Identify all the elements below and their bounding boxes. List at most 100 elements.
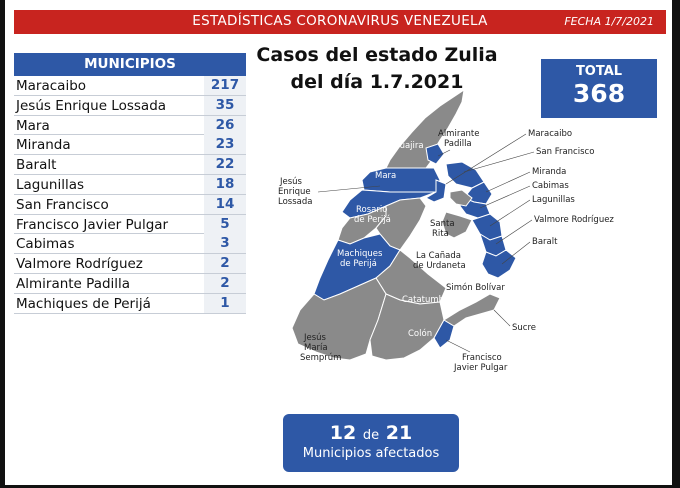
right-edge	[672, 0, 680, 488]
region-almirante-padilla	[425, 143, 445, 165]
value-cell	[204, 254, 246, 274]
afectados-label: Municipios afectados	[302, 446, 440, 461]
municipio-name: Lagunillas	[16, 176, 85, 193]
label-san-francisco: San Francisco	[536, 147, 594, 157]
label-santa-rita-1: Santa	[430, 219, 455, 229]
total-value: 368	[572, 79, 626, 108]
afectados-de: de	[362, 428, 380, 443]
label-jel-2: Enrique	[278, 187, 311, 197]
label-colon: Colón	[408, 328, 432, 339]
table-row: Mara 26	[14, 115, 246, 136]
leader-baralt	[501, 241, 531, 265]
municipio-name: Mara	[16, 117, 50, 134]
municipio-name: Valmore Rodríguez	[16, 256, 143, 273]
municipio-name: Francisco Javier Pulgar	[16, 216, 169, 233]
municipio-name: Miranda	[16, 137, 71, 154]
table-row: Baralt 22	[14, 155, 246, 175]
region-san-francisco	[445, 161, 485, 189]
leader-valmore	[495, 219, 533, 245]
table-row: Machiques de Perijá 1	[14, 293, 246, 314]
label-simon-bolivar: Simón Bolívar	[446, 282, 505, 293]
label-almirante-2: Padilla	[444, 139, 472, 149]
leader-fjp	[445, 339, 471, 353]
afectados-box: 12 de 21 Municipios afectados	[283, 414, 459, 472]
label-jel-1: Jesús	[279, 177, 303, 187]
leader-almirante	[437, 149, 451, 157]
header-bar: ESTADÍSTICAS CORONAVIRUS VENEZUELA FECHA…	[14, 10, 666, 34]
value-cell	[204, 174, 246, 194]
label-machiques-2: de Perijá	[340, 259, 377, 269]
bottom-edge	[0, 485, 680, 488]
map-title-line1: Casos del estado Zulia	[256, 44, 498, 66]
label-catatumbo: Catatumbo	[402, 295, 449, 305]
region-sucre	[443, 293, 501, 327]
table-row: Miranda 23	[14, 135, 246, 156]
region-baralt	[481, 249, 517, 279]
afectados-total: 21	[385, 422, 413, 444]
leader-sucre	[493, 309, 511, 327]
map-title: Casos del estado Zulia del día 1.7.2021	[252, 42, 502, 96]
table-rows: Maracaibo 217 Jesús Enrique Lossada 35 Mara 2…	[14, 76, 246, 314]
municipio-cases: 14	[215, 195, 235, 212]
leader-miranda	[485, 171, 531, 193]
leader-maracaibo	[445, 133, 527, 185]
region-colon	[369, 293, 445, 361]
municipios-table: MUNICIPIOS Maracaibo 217 Jesús Enrique Los…	[14, 53, 246, 314]
municipio-cases: 217	[210, 77, 240, 93]
label-valmore: Valmore Rodríguez	[534, 215, 614, 225]
municipio-name: Maracaibo	[16, 78, 87, 94]
label-jms-2: María	[304, 343, 328, 353]
zulia-map: Guajira Mara Rosario de Perijá Machiques…	[278, 88, 614, 373]
value-cell	[204, 155, 246, 175]
value-cell	[204, 273, 246, 293]
municipio-name: Machiques de Perijá	[16, 295, 151, 312]
label-santa-rita-2: Rita	[432, 229, 449, 239]
label-fjp-1: Francisco	[462, 353, 502, 363]
label-cabimas: Cabimas	[532, 181, 569, 191]
label-jel-3: Lossada	[278, 197, 312, 207]
label-mara: Mara	[375, 171, 396, 181]
municipio-name: Baralt	[16, 157, 57, 174]
afectados-number: 12	[329, 422, 357, 444]
label-maracaibo: Maracaibo	[528, 129, 572, 139]
municipio-cases: 2	[220, 274, 230, 291]
leader-san-francisco	[463, 151, 535, 173]
label-rosario-2: de Perijá	[354, 215, 391, 225]
leader-cabimas	[479, 185, 531, 209]
municipio-cases: 26	[215, 116, 235, 133]
label-lagunillas: Lagunillas	[532, 195, 575, 205]
region-east-grey	[449, 189, 473, 207]
table-row: Lagunillas 18	[14, 174, 246, 195]
municipio-cases: 23	[215, 136, 235, 153]
value-cell	[204, 293, 246, 313]
table-row: San Francisco 14	[14, 194, 246, 215]
table-row: Jesús Enrique Lossada 35	[14, 95, 246, 116]
leader-lagunillas	[489, 199, 531, 227]
municipio-name: Almirante Padilla	[16, 275, 131, 292]
municipio-name: Cabimas	[16, 236, 75, 253]
leader-jel	[317, 185, 381, 193]
table-row: Cabimas 3	[14, 234, 246, 255]
table-row: Maracaibo 217	[14, 76, 246, 96]
label-almirante-1: Almirante	[438, 129, 479, 139]
value-cell	[204, 95, 246, 115]
region-simon-bolivar	[441, 211, 473, 239]
left-edge	[0, 0, 5, 488]
value-cell	[204, 194, 246, 214]
total-box: TOTAL 368	[541, 59, 657, 118]
region-jesus-maria-semprum	[291, 277, 387, 361]
value-cell	[204, 135, 246, 155]
header-title: ESTADÍSTICAS CORONAVIRUS VENEZUELA	[192, 13, 488, 29]
table-header: MUNICIPIOS	[14, 53, 246, 76]
table-row: Francisco Javier Pulgar 5	[14, 214, 246, 235]
municipio-cases: 5	[220, 215, 230, 232]
municipio-cases: 18	[215, 175, 235, 192]
afectados-count: 12 de 21	[283, 422, 459, 444]
region-mara	[361, 167, 441, 193]
municipio-name: Jesús Enrique Lossada	[16, 97, 167, 114]
table-row: Almirante Padilla 2	[14, 273, 246, 294]
map-title-line2: del día 1.7.2021	[290, 71, 464, 93]
label-jms-1: Jesús	[303, 333, 327, 343]
label-canada-2: de Urdaneta	[413, 261, 466, 271]
